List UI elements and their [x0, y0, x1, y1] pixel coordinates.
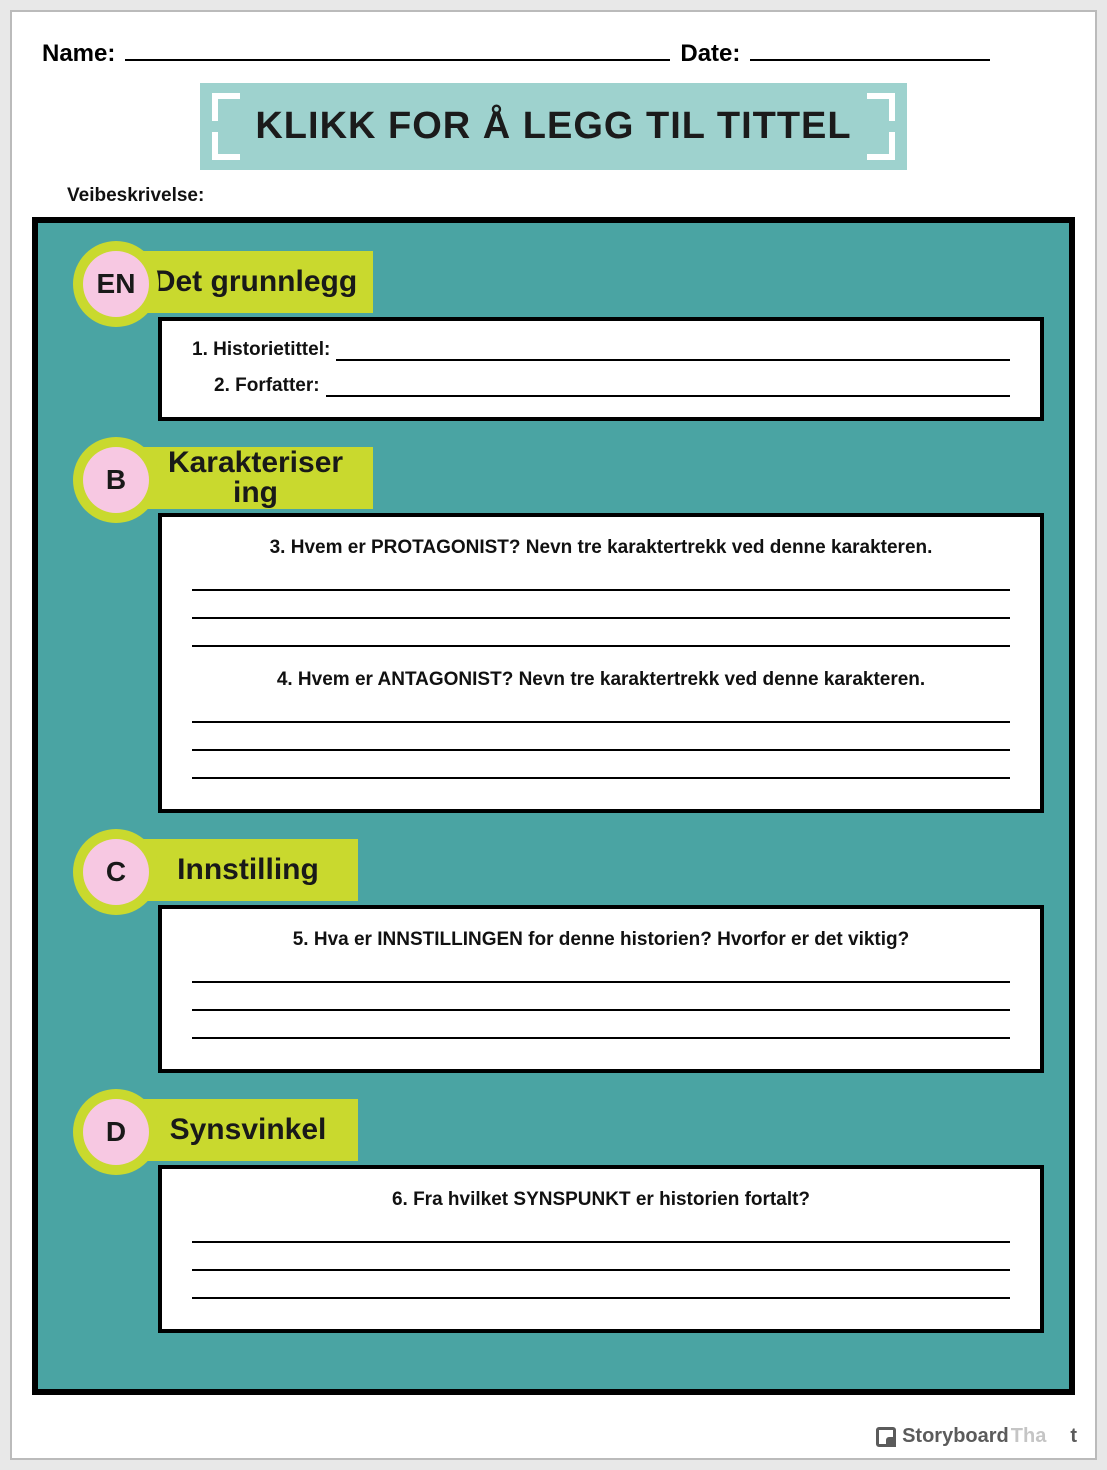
section-badge-ring: D: [73, 1089, 159, 1175]
write-line[interactable]: [192, 1021, 1010, 1039]
section-box: 1. Historietittel: 2. Forfatter:: [158, 317, 1044, 421]
header-row: Name: Date:: [32, 32, 1075, 78]
question-prompt: 6. Fra hvilket SYNSPUNKT er historien fo…: [192, 1189, 1010, 1211]
answer-lines: [192, 965, 1010, 1055]
section-heading: Det grunnlegg: [154, 267, 357, 297]
date-label: Date:: [680, 40, 740, 68]
storyboard-icon: [876, 1427, 896, 1447]
brand-suffix: t: [1070, 1425, 1077, 1447]
section-characterization: Karakteriser ing B 3. Hvem er PROTAGONIS…: [63, 439, 1044, 813]
write-line[interactable]: [192, 1253, 1010, 1271]
section-badge-ring: C: [73, 829, 159, 915]
content-panel: Det grunnlegg EN 1. Historietittel: 2. F…: [32, 217, 1075, 1395]
section-box: 3. Hvem er PROTAGONIST? Nevn tre karakte…: [158, 513, 1044, 813]
section-heading-bar: Innstilling: [138, 839, 358, 901]
write-line[interactable]: [192, 965, 1010, 983]
section-header: Synsvinkel D: [73, 1091, 1044, 1171]
write-line[interactable]: [336, 345, 1010, 361]
section-heading-bar: Karakteriser ing: [138, 447, 373, 509]
brand-faded: Tha: [1009, 1425, 1071, 1447]
section-header: Innstilling C: [73, 831, 1044, 911]
section-badge-ring: B: [73, 437, 159, 523]
corner-icon: [867, 93, 895, 121]
section-heading-bar: Synsvinkel: [138, 1099, 358, 1161]
page-title: KLIKK FOR Å LEGG TIL TITTEL: [255, 105, 851, 147]
field-row: 2. Forfatter:: [192, 375, 1010, 397]
write-line[interactable]: [192, 573, 1010, 591]
write-line[interactable]: [192, 761, 1010, 779]
section-header: Det grunnlegg EN: [73, 243, 1044, 323]
section-heading: Innstilling: [177, 855, 319, 885]
section-heading: Karakteriser ing: [143, 448, 368, 508]
section-badge-ring: EN: [73, 241, 159, 327]
write-line[interactable]: [326, 381, 1010, 397]
title-banner[interactable]: KLIKK FOR Å LEGG TIL TITTEL: [200, 83, 906, 170]
corner-icon: [867, 132, 895, 160]
question-prompt: 5. Hva er INNSTILLINGEN for denne histor…: [192, 929, 1010, 951]
section-badge: C: [83, 839, 149, 905]
write-line[interactable]: [192, 733, 1010, 751]
write-line[interactable]: [192, 601, 1010, 619]
field-label: 1. Historietittel:: [192, 339, 330, 361]
section-badge: D: [83, 1099, 149, 1165]
write-line[interactable]: [192, 705, 1010, 723]
question-prompt: 4. Hvem er ANTAGONIST? Nevn tre karakter…: [192, 669, 1010, 691]
date-input-line[interactable]: [750, 37, 990, 61]
write-line[interactable]: [192, 993, 1010, 1011]
brand-text: StoryboardThat: [902, 1425, 1077, 1448]
section-basics: Det grunnlegg EN 1. Historietittel: 2. F…: [63, 243, 1044, 421]
section-box: 6. Fra hvilket SYNSPUNKT er historien fo…: [158, 1165, 1044, 1333]
answer-lines: [192, 705, 1010, 795]
brand-name: Storyboard: [902, 1425, 1009, 1447]
section-badge: B: [83, 447, 149, 513]
section-header: Karakteriser ing B: [73, 439, 1044, 519]
corner-icon: [212, 93, 240, 121]
brand-watermark: StoryboardThat: [876, 1425, 1077, 1448]
question-prompt: 3. Hvem er PROTAGONIST? Nevn tre karakte…: [192, 537, 1010, 559]
answer-lines: [192, 1225, 1010, 1315]
answer-lines: [192, 573, 1010, 663]
corner-icon: [212, 132, 240, 160]
write-line[interactable]: [192, 1281, 1010, 1299]
field-label: 2. Forfatter:: [214, 375, 320, 397]
section-box: 5. Hva er INNSTILLINGEN for denne histor…: [158, 905, 1044, 1073]
section-heading: Synsvinkel: [170, 1115, 327, 1145]
write-line[interactable]: [192, 629, 1010, 647]
title-banner-wrap: KLIKK FOR Å LEGG TIL TITTEL: [32, 83, 1075, 170]
section-badge: EN: [83, 251, 149, 317]
field-row: 1. Historietittel:: [192, 339, 1010, 361]
section-heading-bar: Det grunnlegg: [138, 251, 373, 313]
name-label: Name:: [42, 40, 115, 68]
directions-label: Veibeskrivelse:: [32, 185, 1075, 217]
name-input-line[interactable]: [125, 37, 670, 61]
section-setting: Innstilling C 5. Hva er INNSTILLINGEN fo…: [63, 831, 1044, 1073]
write-line[interactable]: [192, 1225, 1010, 1243]
section-pov: Synsvinkel D 6. Fra hvilket SYNSPUNKT er…: [63, 1091, 1044, 1333]
worksheet-page: Name: Date: KLIKK FOR Å LEGG TIL TITTEL …: [10, 10, 1097, 1460]
